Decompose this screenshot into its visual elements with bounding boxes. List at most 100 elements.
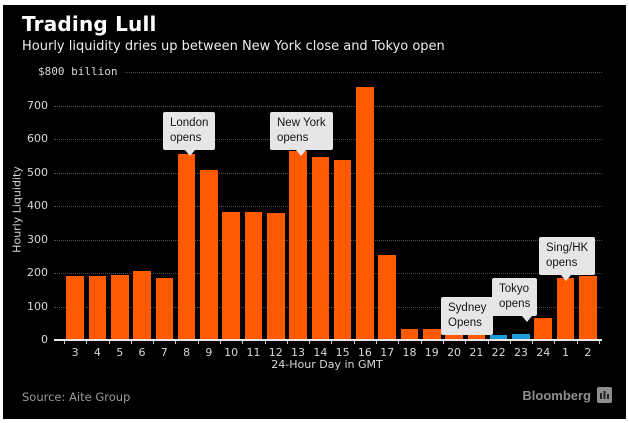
gridline-700 [54, 105, 602, 107]
bloomberg-wordmark: Bloomberg [522, 387, 591, 403]
bloomberg-logo: Bloomberg [522, 387, 612, 403]
annotation-callout-london: London opens [163, 112, 216, 156]
bar-hour-14 [311, 157, 330, 340]
x-tick-label: 14 [313, 346, 328, 359]
callout-tail [561, 274, 571, 281]
x-axis-tick [331, 341, 333, 344]
x-axis-tick [197, 341, 199, 344]
x-tick-label: 7 [160, 346, 168, 359]
chart-canvas: Trading Lull Hourly liquidity dries up b… [3, 5, 626, 419]
x-tick-label: 15 [335, 346, 350, 359]
y-tick-label: 400 [27, 199, 48, 212]
x-tick-label: 4 [93, 346, 101, 359]
x-axis-tick [598, 341, 600, 344]
x-axis-tick [153, 341, 155, 344]
annotation-callout-sydney: Sydney Opens [441, 297, 494, 335]
bar-hour-17 [378, 254, 396, 340]
x-axis-tick [509, 341, 511, 344]
y-tick-label: 0 [41, 333, 48, 346]
bar-hour-7 [155, 277, 174, 340]
x-tick-label: 10 [224, 346, 239, 359]
source-credit: Source: Aite Group [22, 390, 131, 404]
x-tick-label: 11 [246, 346, 261, 359]
x-axis-line [54, 339, 602, 341]
bar-hour-2 [579, 276, 597, 340]
x-tick-label: 1 [562, 346, 570, 359]
bloomberg-terminal-icon [597, 387, 612, 403]
x-tick-label: 18 [402, 346, 417, 359]
y-tick-label: 700 [27, 98, 48, 112]
x-tick-label: 12 [268, 346, 283, 359]
x-tick-label: 24 [536, 346, 551, 359]
x-tick-label: 2 [584, 346, 592, 359]
bar-hour-22 [489, 334, 508, 340]
x-axis-tick [220, 341, 222, 344]
x-tick-label: 9 [205, 346, 213, 359]
x-axis-tick [86, 341, 88, 344]
x-axis-tick [286, 341, 288, 344]
y-tick-label: 500 [27, 165, 48, 179]
bar-hour-3 [66, 276, 84, 340]
bar-hour-10 [222, 212, 240, 340]
bar-hour-5 [110, 274, 129, 340]
bar-hour-13 [289, 150, 307, 340]
x-axis-tick [242, 341, 244, 344]
x-tick-label: 23 [513, 346, 528, 359]
y-tick-label: 300 [27, 232, 48, 246]
x-axis-title: 24-Hour Day in GMT [271, 358, 383, 371]
x-axis-tick [175, 341, 177, 344]
x-axis-tick [420, 341, 422, 344]
x-axis-tick [576, 341, 578, 344]
bar-hour-6 [133, 271, 151, 340]
y-axis-top-label: $800 billion [38, 65, 125, 78]
bar-hour-11 [244, 212, 263, 340]
x-axis-tick [64, 341, 65, 344]
x-tick-label: 8 [183, 346, 191, 359]
x-axis-tick [398, 341, 400, 344]
x-tick-label: 13 [291, 346, 306, 359]
x-axis-tick [108, 341, 110, 344]
gridline-800 [54, 72, 602, 73]
callout-tail [296, 149, 306, 156]
x-axis-tick [554, 341, 556, 344]
bar-hour-12 [266, 212, 285, 340]
x-tick-label: 22 [491, 346, 506, 359]
bar-hour-16 [356, 87, 374, 340]
x-axis-tick [353, 341, 355, 344]
x-axis-tick [465, 341, 467, 344]
x-tick-label: 19 [424, 346, 439, 359]
bar-hour-15 [333, 160, 352, 340]
x-axis-tick [442, 341, 444, 344]
bar-hour-4 [88, 275, 107, 340]
bar-hour-9 [200, 169, 218, 340]
bar-hour-1 [556, 277, 575, 340]
chart-title: Trading Lull [22, 12, 157, 36]
x-tick-label: 20 [447, 346, 462, 359]
x-axis-tick [532, 341, 534, 344]
callout-tail [522, 315, 532, 322]
x-axis-tick [130, 341, 132, 344]
y-tick-label: 200 [27, 266, 48, 279]
x-axis-tick [487, 341, 489, 344]
bar-hour-19 [422, 328, 441, 340]
x-axis-tick [309, 341, 311, 344]
y-tick-label: 600 [27, 132, 48, 145]
bar-hour-24 [534, 318, 553, 340]
chart-subtitle: Hourly liquidity dries up between New Yo… [22, 39, 445, 54]
x-axis-tick [376, 341, 378, 344]
x-tick-label: 17 [380, 346, 395, 359]
annotation-callout-sing-hk: Sing/HK opens [539, 237, 596, 281]
x-tick-label: 16 [357, 346, 372, 359]
x-tick-label: 21 [469, 346, 484, 359]
bar-hour-23 [512, 333, 530, 340]
annotation-callout-new-york: New York opens [270, 112, 333, 156]
bar-hour-8 [177, 154, 196, 340]
annotation-callout-tokyo: Tokyo opens [492, 278, 538, 322]
callout-tail [185, 149, 195, 156]
bar-hour-18 [400, 328, 419, 340]
x-tick-label: 6 [138, 346, 146, 359]
x-tick-label: 3 [71, 346, 79, 359]
x-axis-tick [264, 341, 266, 344]
y-tick-label: 100 [27, 299, 48, 313]
